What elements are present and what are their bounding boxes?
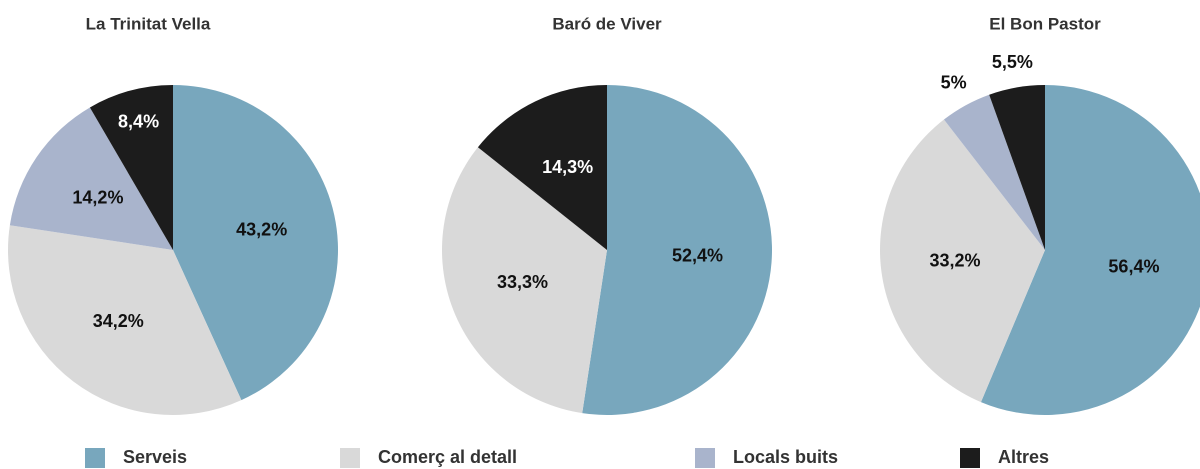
pie-slice xyxy=(9,107,173,250)
pie-slice xyxy=(7,225,242,415)
legend-swatch xyxy=(960,448,980,468)
data-label: 52,4% xyxy=(672,246,723,266)
pie-slice xyxy=(173,85,338,401)
legend-label: Altres xyxy=(998,447,1049,467)
data-label: 33,2% xyxy=(929,251,980,271)
chart-title: La Trinitat Vella xyxy=(86,14,211,33)
legend-label: Serveis xyxy=(123,447,187,467)
pie-slice xyxy=(89,85,173,250)
legend-swatch xyxy=(695,448,715,468)
pie-slice xyxy=(943,94,1045,251)
pie-slice xyxy=(441,147,607,414)
data-label: 34,2% xyxy=(93,311,144,331)
pie-slice xyxy=(880,119,1045,403)
data-label: 56,4% xyxy=(1108,257,1159,277)
data-label: 33,3% xyxy=(497,272,548,292)
data-label: 5,5% xyxy=(992,52,1033,72)
legend-swatch xyxy=(85,448,105,468)
chart-title: El Bon Pastor xyxy=(989,14,1101,33)
data-label: 43,2% xyxy=(236,220,287,240)
legend-label: Comerç al detall xyxy=(378,447,517,467)
pie-slice xyxy=(477,85,607,250)
data-label: 8,4% xyxy=(118,111,159,131)
legend-label: Locals buits xyxy=(733,447,838,467)
chart-title: Baró de Viver xyxy=(552,14,662,33)
data-label: 14,3% xyxy=(542,157,593,177)
data-label: 14,2% xyxy=(72,188,123,208)
pie-slice xyxy=(582,85,772,415)
legend-swatch xyxy=(340,448,360,468)
data-label: 5% xyxy=(941,72,967,92)
pie-slice xyxy=(980,85,1200,415)
pie-slice xyxy=(989,85,1045,250)
